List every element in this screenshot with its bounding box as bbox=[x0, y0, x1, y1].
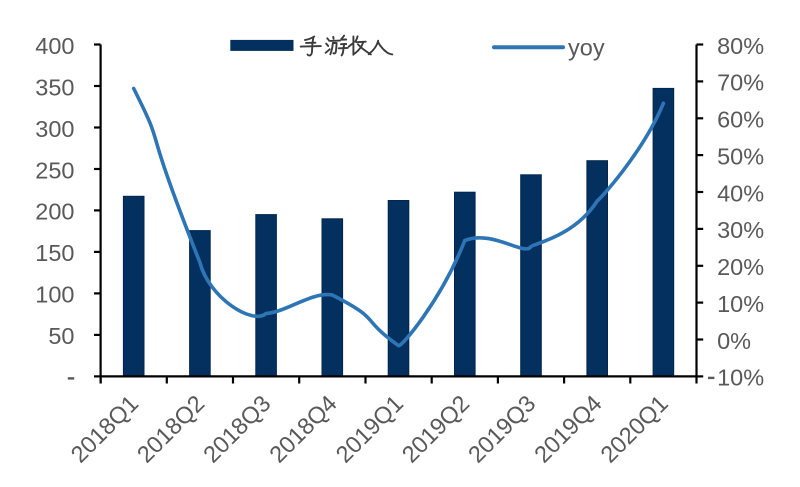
svg-text:70%: 70% bbox=[717, 70, 764, 96]
svg-text:40%: 40% bbox=[717, 180, 764, 206]
svg-text:60%: 60% bbox=[717, 107, 764, 133]
svg-text:10%: 10% bbox=[717, 365, 764, 391]
svg-text:0%: 0% bbox=[717, 328, 751, 354]
svg-text:250: 250 bbox=[35, 157, 74, 183]
svg-text:yoy: yoy bbox=[568, 34, 605, 60]
svg-text:100: 100 bbox=[35, 282, 74, 308]
svg-text:50%: 50% bbox=[717, 143, 764, 169]
svg-text:80%: 80% bbox=[717, 33, 764, 59]
svg-text:200: 200 bbox=[35, 199, 74, 225]
svg-text:400: 400 bbox=[35, 33, 74, 59]
svg-text:150: 150 bbox=[35, 240, 74, 266]
svg-text:300: 300 bbox=[35, 116, 74, 142]
svg-text:30%: 30% bbox=[717, 217, 764, 243]
svg-text:350: 350 bbox=[35, 74, 74, 100]
svg-text:20%: 20% bbox=[717, 254, 764, 280]
svg-text:10%: 10% bbox=[717, 291, 764, 317]
svg-text:50: 50 bbox=[48, 323, 74, 349]
